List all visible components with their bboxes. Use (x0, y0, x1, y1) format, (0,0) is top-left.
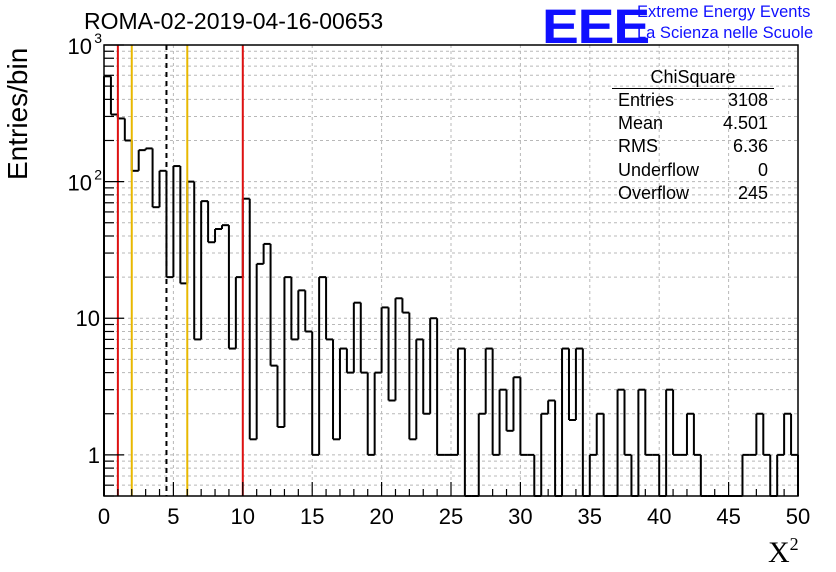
x-tick-label: 30 (508, 504, 532, 529)
grid (104, 45, 798, 496)
x-tick-label: 25 (439, 504, 463, 529)
x-tick-label: 20 (369, 504, 393, 529)
chart-title: ROMA-02-2019-04-16-00653 (84, 8, 384, 34)
eee-logo: EEE (542, 1, 650, 54)
logo-line-1: Extreme Energy Events (637, 3, 811, 21)
x-tick-label: 35 (578, 504, 602, 529)
stats-row-rms: RMS 6.36 (608, 135, 780, 158)
x-tick-label: 0 (98, 504, 110, 529)
stats-label: Entries (618, 90, 675, 110)
stats-value: 0 (757, 159, 768, 180)
y-tick-label: 10 (68, 34, 92, 59)
stats-title: ChiSquare (612, 66, 774, 89)
y-tick-label: 1 (88, 443, 100, 468)
stats-value: 6.36 (732, 136, 768, 157)
x-tick-label: 5 (167, 504, 179, 529)
x-tick-label: 45 (716, 504, 740, 529)
stats-row-overflow: Overflow 245 (608, 182, 780, 205)
stats-value: 4.501 (722, 113, 768, 134)
y-tick-label: 10 (68, 171, 92, 196)
stats-box: ChiSquare Entries 3108 Mean 4.501 RMS 6.… (608, 66, 780, 205)
stats-value: 3108 (727, 90, 768, 110)
x-tick-label: 15 (300, 504, 324, 529)
stats-label: RMS (618, 136, 658, 157)
reference-lines (116, 45, 244, 496)
axis-ticks (103, 44, 799, 497)
logo-line-2: La Scienza nelle Scuole (637, 24, 814, 42)
x-tick-label: 50 (786, 504, 810, 529)
histogram-bars (103, 75, 799, 497)
y-tick-exponent: 2 (94, 167, 102, 183)
y-axis-label: Entries/bin (2, 47, 33, 180)
stats-label: Overflow (618, 182, 690, 203)
x-tick-label: 40 (647, 504, 671, 529)
x-tick-label: 10 (231, 504, 255, 529)
stats-value: 245 (737, 182, 768, 203)
stats-label: Underflow (618, 159, 700, 180)
stats-label: Mean (618, 113, 664, 134)
stats-row-entries: Entries 3108 (608, 89, 780, 112)
y-tick-label: 10 (76, 306, 100, 331)
y-tick-exponent: 3 (94, 30, 102, 46)
stats-row-underflow: Underflow 0 (608, 159, 780, 182)
x-axis-label: X2 (768, 534, 799, 569)
stats-row-mean: Mean 4.501 (608, 112, 780, 135)
